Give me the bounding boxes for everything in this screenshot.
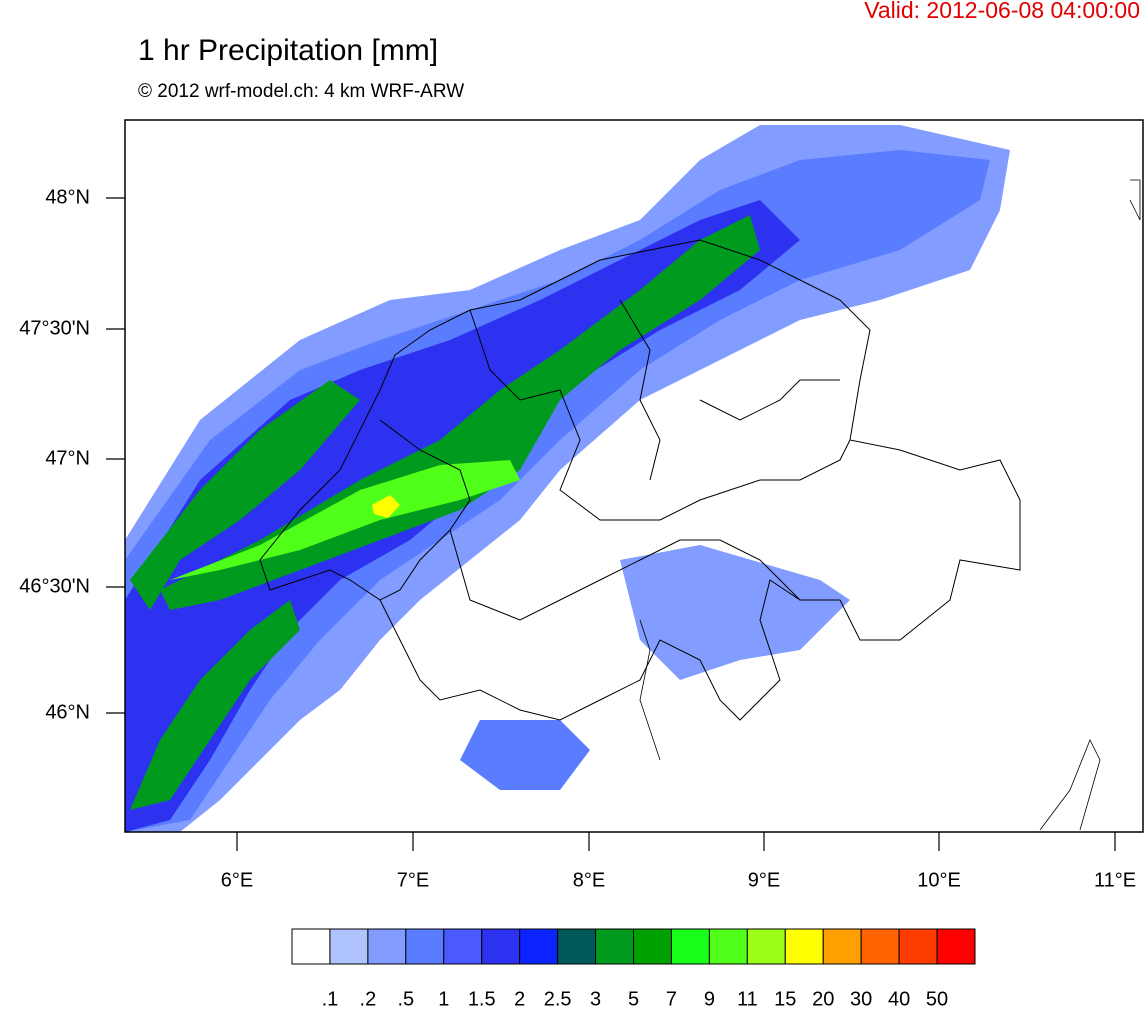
legend-swatch bbox=[405, 928, 445, 965]
map-frame bbox=[124, 119, 1144, 833]
legend-swatch bbox=[557, 928, 597, 965]
precip-area bbox=[620, 545, 850, 680]
legend-swatch bbox=[633, 928, 672, 965]
legend-label: 5 bbox=[628, 988, 639, 1010]
title: 1 hr Precipitation [mm] bbox=[138, 34, 438, 67]
legend-swatch bbox=[443, 928, 483, 965]
legend-swatch bbox=[784, 928, 824, 965]
precip-area bbox=[125, 125, 1010, 832]
valid-time: Valid: 2012-06-08 04:00:00 bbox=[864, 0, 1140, 23]
legend-swatch bbox=[367, 928, 407, 965]
borders bbox=[259, 179, 1141, 831]
lat-label: 47°30'N bbox=[19, 317, 90, 339]
legend-swatch bbox=[898, 928, 938, 965]
lon-label: 11°E bbox=[1094, 869, 1136, 891]
legend-label: 9 bbox=[704, 988, 715, 1010]
lon-label: 9°E bbox=[748, 869, 780, 891]
legend-swatch bbox=[860, 928, 900, 965]
legend-label: 7 bbox=[666, 988, 677, 1010]
subtitle: © 2012 wrf-model.ch: 4 km WRF-ARW bbox=[138, 81, 464, 102]
lat-label: 46°30'N bbox=[19, 575, 90, 597]
legend-label: 20 bbox=[812, 988, 834, 1010]
legend-label: 2 bbox=[514, 988, 525, 1010]
lon-label: 10°E bbox=[917, 869, 961, 891]
legend-label: 1.5 bbox=[468, 988, 496, 1010]
legend-label: .5 bbox=[397, 988, 414, 1010]
lat-label: 48°N bbox=[45, 186, 90, 208]
legend-label: 2.5 bbox=[544, 988, 572, 1010]
lat-label: 47°N bbox=[45, 447, 90, 469]
precip-field bbox=[125, 125, 1010, 832]
precip-area bbox=[460, 720, 590, 790]
precip-area bbox=[170, 460, 520, 580]
legend-label: 30 bbox=[850, 988, 872, 1010]
legend-label: 15 bbox=[774, 988, 796, 1010]
precip-area bbox=[130, 380, 360, 610]
legend-label: 11 bbox=[737, 988, 758, 1010]
precip-area bbox=[160, 215, 760, 610]
legend-swatch bbox=[519, 928, 559, 965]
lon-label: 6°E bbox=[221, 869, 253, 891]
legend-swatch bbox=[291, 928, 331, 965]
legend-swatch bbox=[708, 928, 748, 965]
legend-swatch bbox=[670, 928, 710, 965]
axes: 48°N 47°30'N 47°N 46°30'N 46°N 6°E 7°E 8°E 9°E 10… bbox=[19, 186, 1136, 891]
legend-label: 50 bbox=[926, 988, 948, 1010]
lon-label: 7°E bbox=[397, 869, 429, 891]
precip-area bbox=[372, 495, 400, 518]
legend-swatch bbox=[481, 928, 521, 965]
legend-label: .1 bbox=[322, 988, 339, 1010]
legend-swatch bbox=[595, 928, 634, 965]
color-legend: .1 .2 .5 1 1.5 2 2.5 3 5 7 9 11 15 20 30 40 50 bbox=[291, 928, 976, 1010]
lon-label: 8°E bbox=[573, 869, 605, 891]
legend-label: 3 bbox=[590, 988, 601, 1010]
legend-swatch bbox=[822, 928, 862, 965]
precip-area bbox=[130, 600, 300, 810]
legend-label: .2 bbox=[360, 988, 377, 1010]
legend-label: 40 bbox=[888, 988, 910, 1010]
legend-swatch bbox=[746, 928, 786, 965]
lat-label: 46°N bbox=[45, 701, 90, 723]
legend-label: 1 bbox=[438, 988, 449, 1010]
legend-swatch bbox=[329, 928, 369, 965]
legend-swatch bbox=[936, 928, 976, 965]
